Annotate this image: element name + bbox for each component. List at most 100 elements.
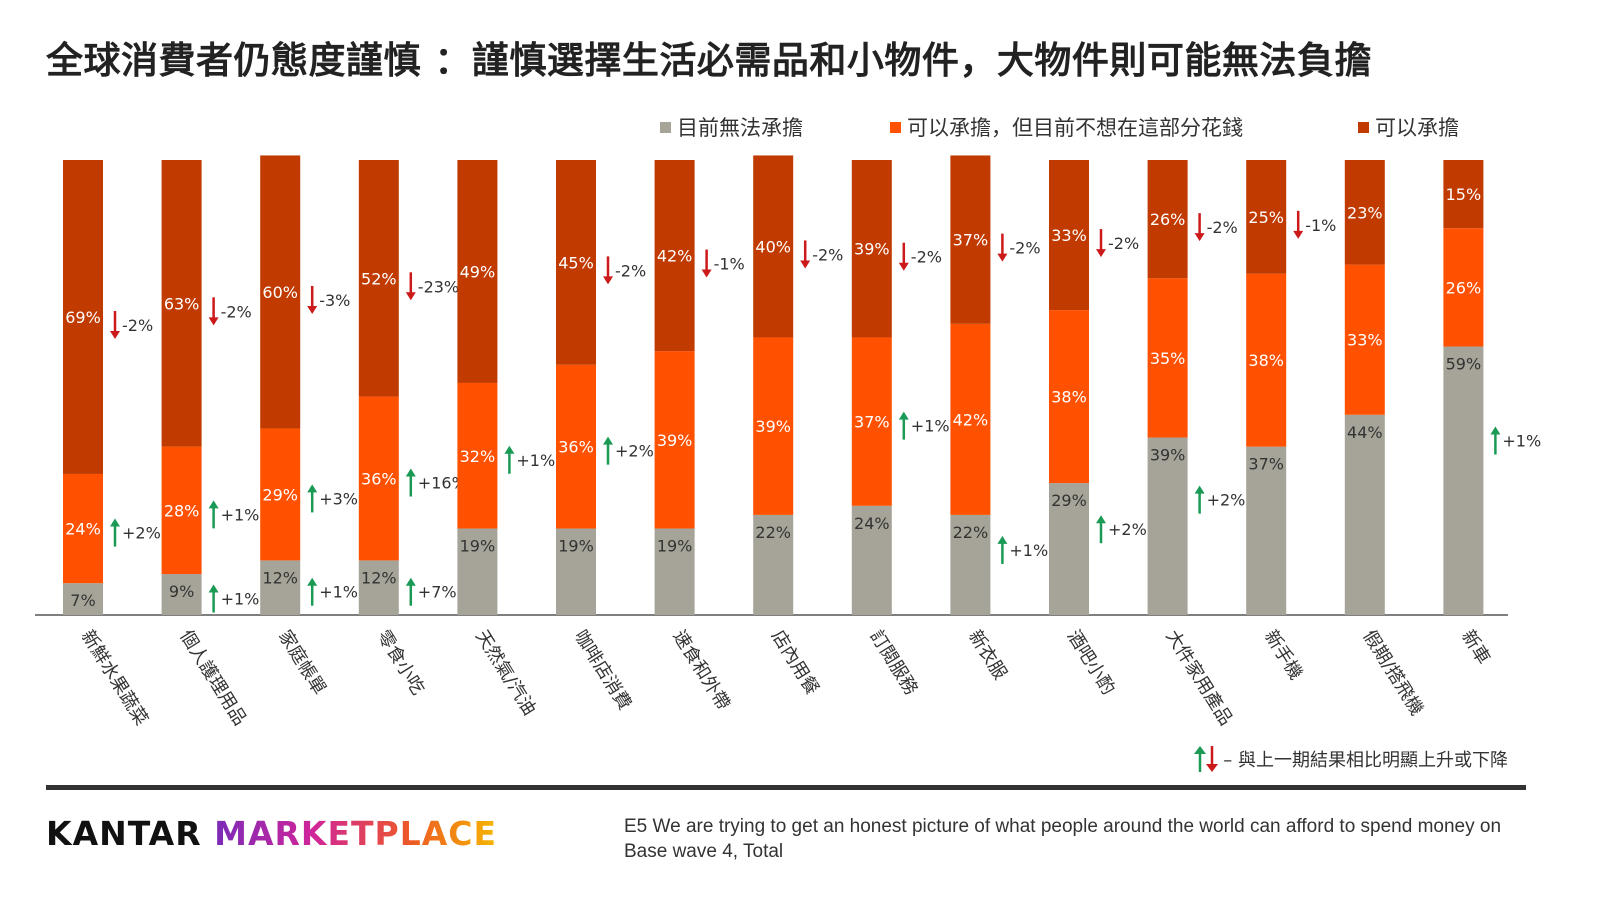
bar-segment bbox=[260, 560, 301, 615]
svg-text:-1%: -1% bbox=[1305, 216, 1336, 235]
bar-value-label: 39% bbox=[657, 431, 693, 450]
category-label: 新衣服 bbox=[964, 627, 1010, 684]
svg-text:-2%: -2% bbox=[812, 245, 843, 264]
svg-text:-2%: -2% bbox=[1207, 218, 1238, 237]
bar-value-label: 37% bbox=[1248, 455, 1284, 474]
legend-item-can-afford: 可以承擔 bbox=[1358, 112, 1459, 142]
svg-text:+1%: +1% bbox=[221, 505, 260, 524]
category-label: 天然氣/汽油 bbox=[471, 627, 540, 720]
bar-segment bbox=[1344, 160, 1385, 265]
footnote-question: E5 We are trying to get an honest pictur… bbox=[624, 816, 1502, 837]
bar-segment bbox=[851, 160, 892, 338]
bar-value-label: 39% bbox=[755, 417, 791, 436]
category-label: 速食和外帶 bbox=[668, 627, 734, 714]
change-indicator: +2% bbox=[1194, 485, 1245, 514]
svg-text:+7%: +7% bbox=[418, 583, 457, 602]
change-indicator: +7% bbox=[405, 577, 457, 606]
bar-segment bbox=[1344, 264, 1385, 415]
legend-item-cannot-afford: 目前無法承擔 bbox=[660, 112, 803, 142]
change-indicator: -2% bbox=[800, 240, 843, 269]
bar-value-label: 22% bbox=[755, 523, 791, 542]
bar-segment bbox=[63, 160, 103, 474]
bar-segment bbox=[753, 337, 794, 515]
change-indicator: +1% bbox=[208, 500, 260, 529]
bar-value-label: 35% bbox=[1150, 349, 1186, 368]
legend-label: 可以承擔，但目前不想在這部分花錢 bbox=[907, 116, 1243, 140]
bar-value-label: 38% bbox=[1248, 351, 1284, 370]
category-label: 咖啡店消費 bbox=[570, 627, 636, 714]
bar-value-label: 63% bbox=[164, 294, 200, 313]
category-label: 假期/搭飛機 bbox=[1359, 627, 1428, 720]
bar-value-label: 44% bbox=[1347, 423, 1383, 442]
svg-text:+2%: +2% bbox=[122, 524, 161, 543]
bar-segment bbox=[260, 155, 301, 429]
legend-item-can-afford-not-spend: 可以承擔，但目前不想在這部分花錢 bbox=[890, 112, 1243, 142]
bar-value-label: 33% bbox=[1347, 331, 1383, 350]
bar-value-label: 49% bbox=[460, 262, 496, 281]
bar-value-label: 15% bbox=[1446, 185, 1482, 204]
svg-text:+3%: +3% bbox=[319, 489, 358, 508]
logo-kantar: KANTAR bbox=[46, 814, 202, 853]
change-indicator: +16% bbox=[405, 468, 467, 497]
bar-value-label: 24% bbox=[65, 520, 101, 539]
change-indicator: +3% bbox=[307, 484, 358, 513]
bar-segment bbox=[161, 574, 202, 615]
bar-value-label: 19% bbox=[657, 537, 693, 556]
change-indicator: -2% bbox=[1194, 213, 1238, 242]
footnote-base: Base wave 4, Total bbox=[624, 841, 784, 862]
change-indicator: +1% bbox=[1490, 426, 1541, 455]
svg-text:-2%: -2% bbox=[911, 248, 942, 267]
bar-segment bbox=[457, 160, 498, 383]
bar-segment bbox=[654, 351, 695, 529]
bar-segment bbox=[63, 473, 103, 584]
bar-segment bbox=[358, 396, 399, 561]
svg-text:-23%: -23% bbox=[418, 277, 459, 296]
bar-segment bbox=[1443, 228, 1484, 347]
svg-text:-3%: -3% bbox=[319, 291, 350, 310]
change-indicator: -2% bbox=[898, 242, 942, 271]
bar-segment bbox=[1049, 310, 1089, 484]
legend-label: 目前無法承擔 bbox=[677, 116, 803, 140]
bar-value-label: 36% bbox=[558, 438, 594, 457]
bar-segment bbox=[1344, 414, 1385, 615]
change-indicator: -2% bbox=[603, 256, 646, 285]
bar-value-label: 26% bbox=[1150, 210, 1186, 229]
change-indicator: +2% bbox=[1096, 515, 1147, 544]
bar-value-label: 39% bbox=[854, 240, 890, 259]
bar-segment bbox=[1246, 446, 1287, 615]
footer-divider bbox=[46, 785, 1526, 790]
bar-segment bbox=[556, 160, 596, 365]
bar-segment bbox=[260, 428, 301, 561]
category-label: 新鮮水果蔬菜 bbox=[77, 627, 152, 730]
bar-segment bbox=[1049, 483, 1089, 615]
category-label: 新手機 bbox=[1260, 627, 1306, 684]
bar-segment bbox=[654, 160, 695, 352]
bar-segment bbox=[63, 583, 103, 615]
change-indicator: +1% bbox=[504, 445, 555, 474]
bar-value-label: 38% bbox=[1051, 388, 1087, 407]
bar-segment bbox=[1147, 278, 1188, 438]
bar-segment bbox=[556, 528, 596, 615]
change-indicator: -2% bbox=[1096, 229, 1139, 258]
bar-segment bbox=[1049, 160, 1089, 311]
bar-value-label: 12% bbox=[361, 568, 397, 587]
legend-swatch bbox=[660, 121, 671, 133]
bar-value-label: 29% bbox=[262, 485, 298, 504]
category-label: 酒吧小酌 bbox=[1063, 627, 1119, 699]
change-indicator: +1% bbox=[898, 411, 950, 440]
bar-value-label: 37% bbox=[953, 231, 989, 250]
kantar-marketplace-logo: KANTAR MARKETPLACE bbox=[46, 814, 497, 853]
bar-segment bbox=[950, 323, 991, 515]
svg-text:+1%: +1% bbox=[221, 590, 260, 609]
svg-text:-2%: -2% bbox=[1009, 239, 1040, 258]
change-note-text: – 與上一期結果相比明顯上升或下降 bbox=[1223, 750, 1508, 771]
change-indicator: +1% bbox=[997, 535, 1048, 564]
bar-value-label: 59% bbox=[1446, 355, 1482, 374]
svg-text:-2%: -2% bbox=[615, 261, 646, 280]
bar-value-label: 12% bbox=[262, 568, 298, 587]
change-indicator: -23% bbox=[405, 272, 459, 301]
svg-text:+1%: +1% bbox=[1502, 432, 1541, 451]
change-indicator: -2% bbox=[110, 310, 153, 339]
bar-value-label: 45% bbox=[558, 253, 594, 272]
svg-text:+16%: +16% bbox=[418, 474, 467, 493]
